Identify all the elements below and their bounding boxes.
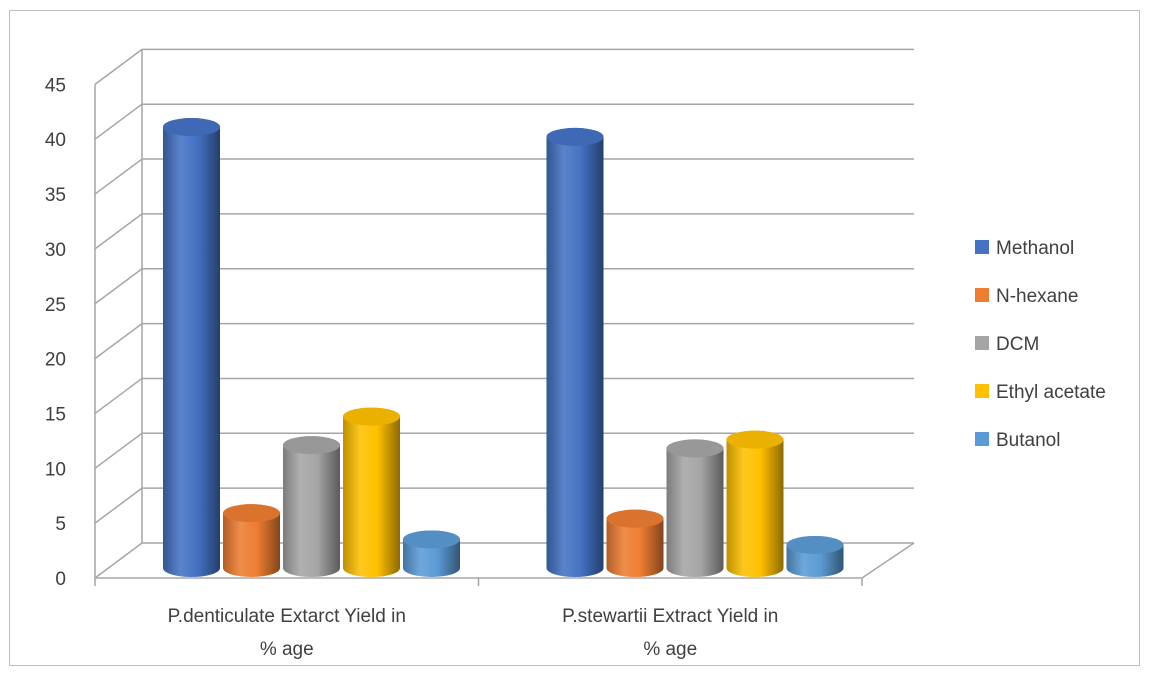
legend-swatch — [975, 432, 989, 446]
bar-top-n-hexane-2 — [606, 509, 664, 528]
legend-label: DCM — [996, 334, 1039, 355]
y-tick-label: 45 — [45, 75, 66, 96]
bar-top-n-hexane-1 — [223, 504, 280, 523]
legend-swatch — [975, 288, 989, 302]
bar-dcm-2 — [666, 439, 724, 577]
y-tick-label: 10 — [45, 459, 66, 480]
y-tick-label: 20 — [45, 350, 66, 371]
y-tick-label: 15 — [45, 404, 66, 425]
bar-methanol-1 — [163, 118, 220, 578]
legend-label: N-hexane — [996, 286, 1078, 307]
bar-top-butanol-1 — [403, 530, 460, 549]
gridline-side — [94, 322, 143, 360]
floor-edge — [861, 542, 915, 579]
legend-label: Butanol — [996, 430, 1060, 451]
gridline-side — [94, 487, 143, 524]
bar-n-hexane-2 — [606, 509, 664, 577]
gridline-side — [94, 48, 143, 85]
y-tick-label: 5 — [55, 514, 66, 535]
bar-ethyl-acetate-2 — [726, 430, 784, 577]
bar-top-methanol-1 — [163, 118, 220, 137]
gridline-side — [94, 158, 143, 195]
y-tick-label: 0 — [55, 569, 66, 590]
bar-dcm-1 — [283, 436, 340, 577]
bar-top-dcm-1 — [283, 436, 340, 455]
y-tick-label: 35 — [45, 185, 66, 206]
x-tick-label: P.denticulate Extarct Yield in — [168, 606, 406, 627]
legend-swatch — [975, 240, 989, 254]
gridline-side — [94, 213, 143, 250]
legend-label: Methanol — [996, 238, 1074, 259]
y-tick-label: 40 — [45, 130, 66, 151]
bar-top-butanol-2 — [786, 535, 844, 554]
bar-n-hexane-1 — [223, 504, 280, 577]
x-tick-label: % age — [643, 639, 697, 660]
legend-swatch — [975, 384, 989, 398]
x-tick-label: % age — [260, 639, 314, 660]
gridline-side — [94, 103, 143, 140]
gridline-side — [94, 377, 143, 415]
gridline-side — [94, 432, 143, 469]
x-tick-label: P.stewartii Extract Yield in — [562, 606, 778, 627]
bar-ethyl-acetate-1 — [343, 407, 400, 577]
gridline-side — [94, 542, 143, 579]
y-tick-label: 30 — [45, 240, 66, 261]
bar-top-dcm-2 — [666, 439, 724, 458]
bar-top-ethyl-acetate-1 — [343, 407, 400, 426]
bar-top-methanol-2 — [546, 127, 604, 146]
bar-top-ethyl-acetate-2 — [726, 430, 784, 449]
y-tick-label: 25 — [45, 295, 66, 316]
legend-label: Ethyl acetate — [996, 382, 1106, 403]
gridline-side — [94, 268, 143, 305]
bar-methanol-2 — [546, 127, 604, 577]
legend-swatch — [975, 336, 989, 350]
